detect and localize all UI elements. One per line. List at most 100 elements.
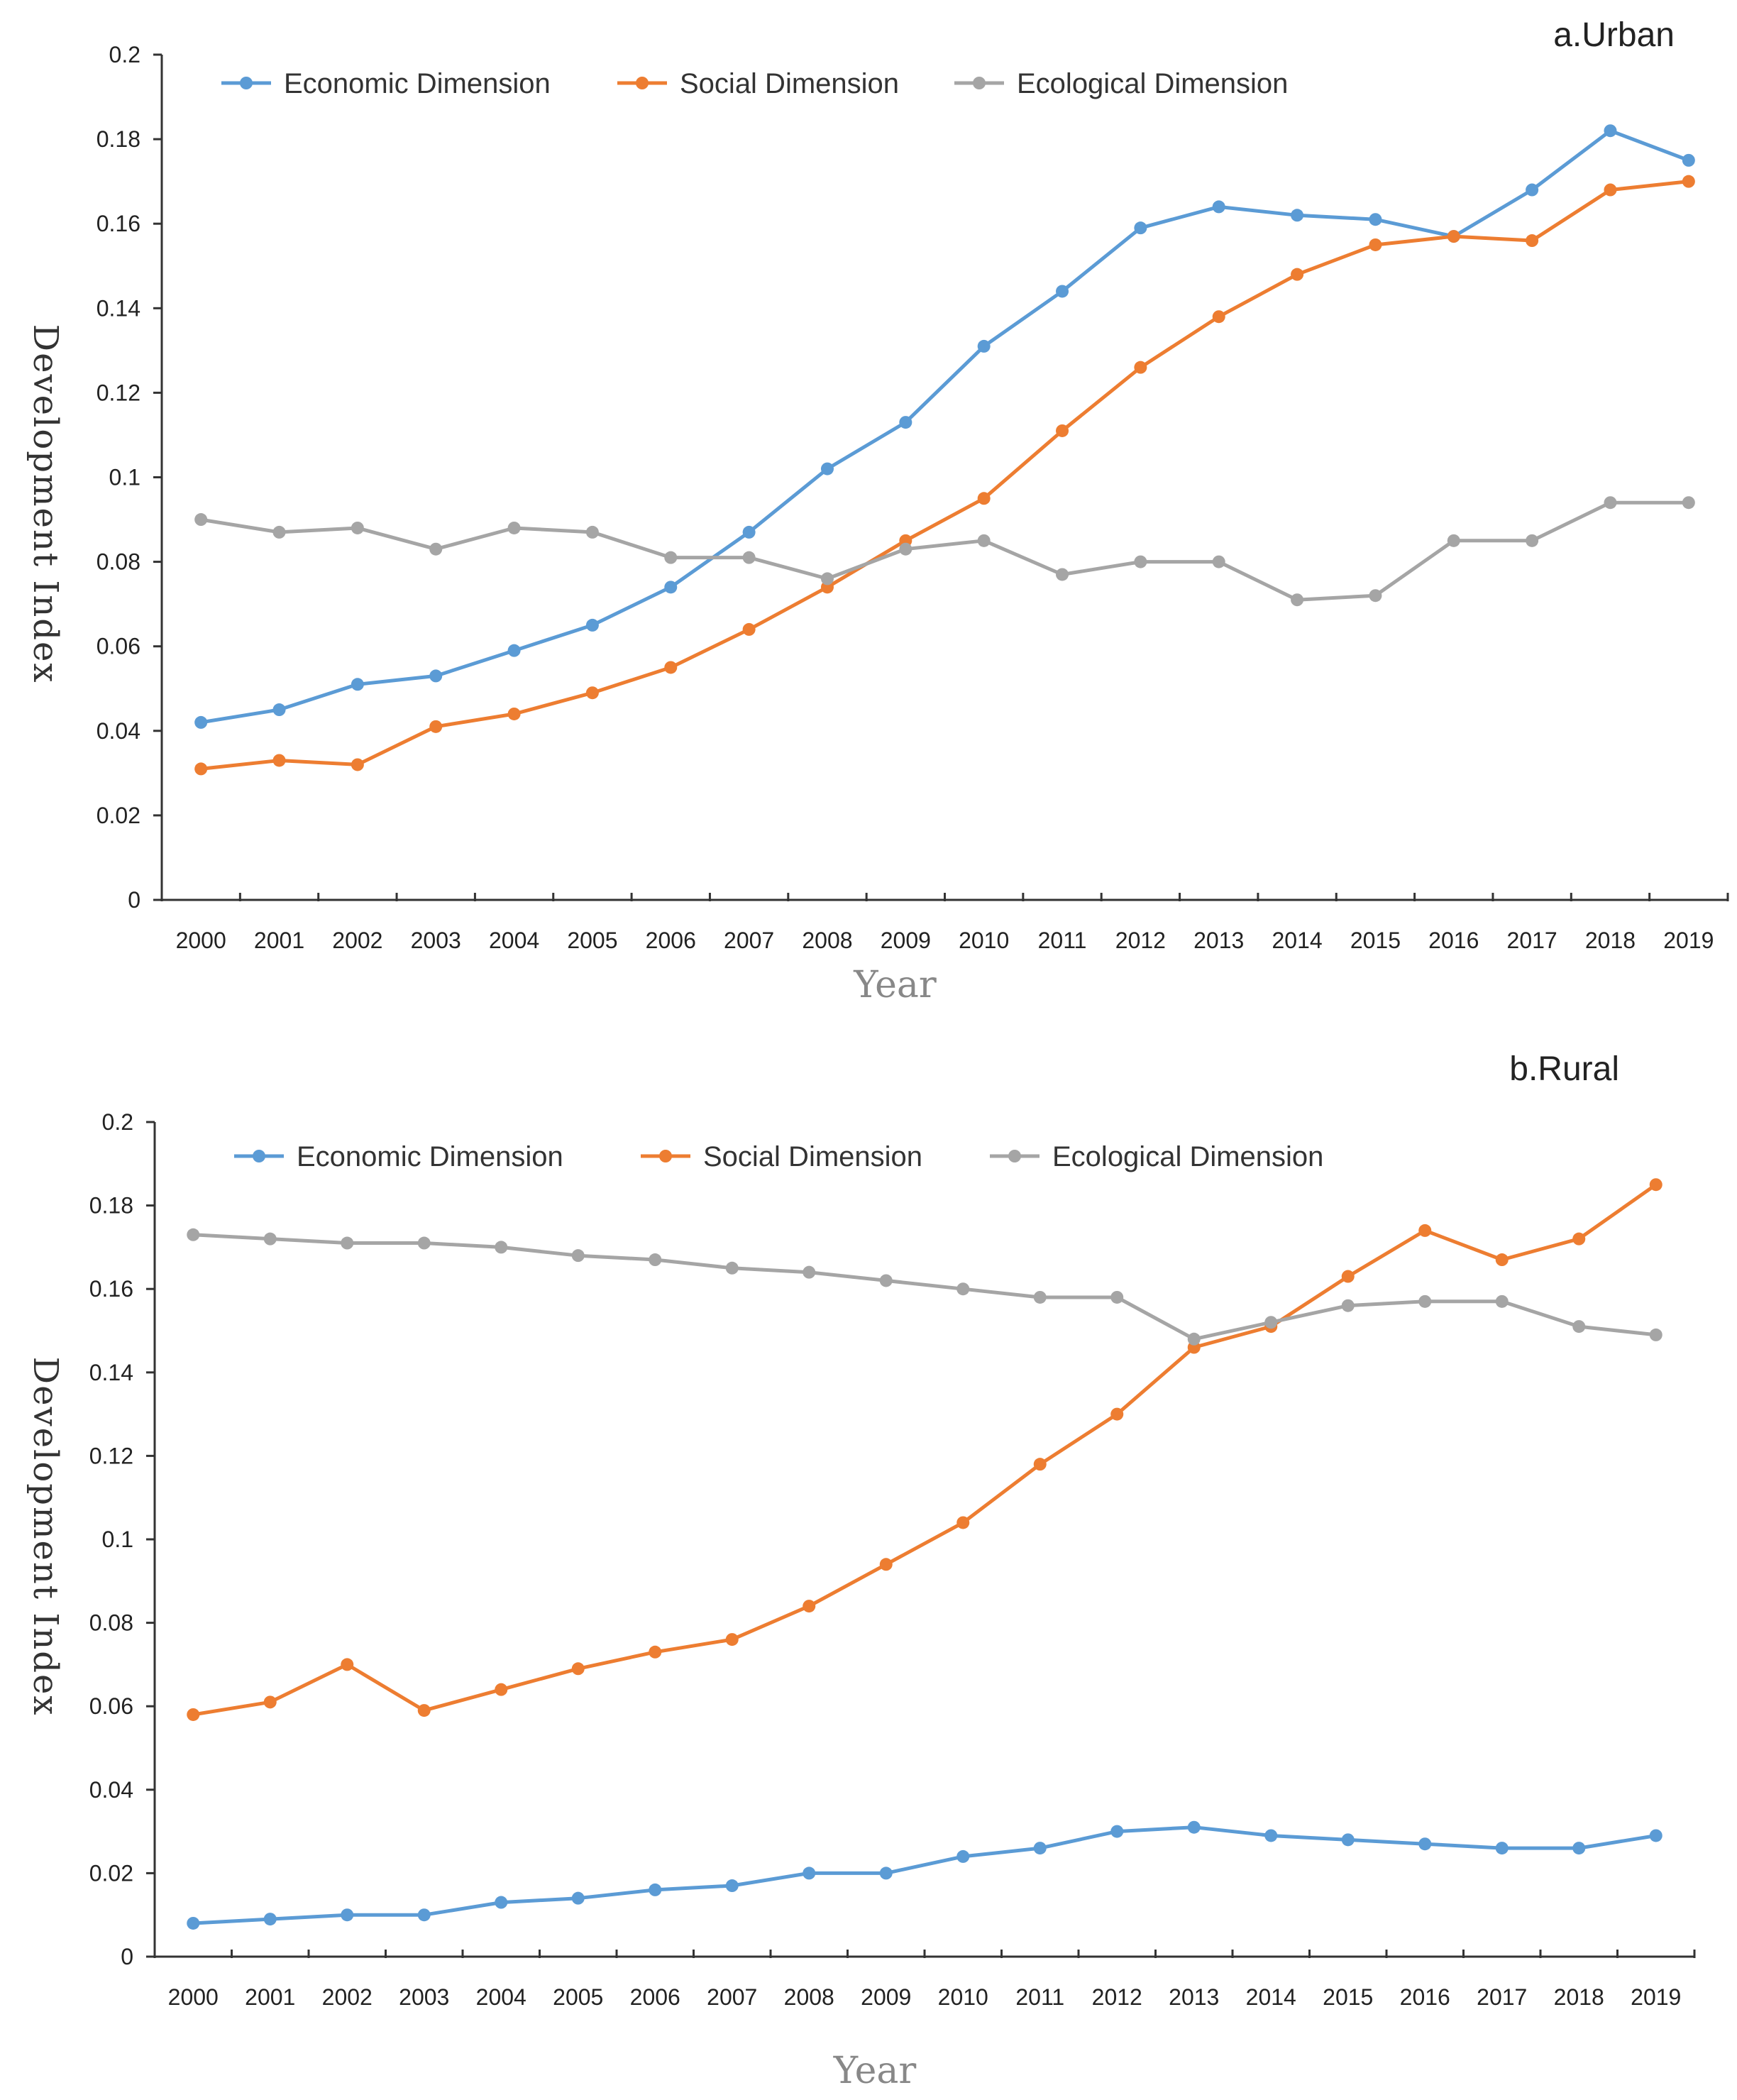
x-tick-label: 2016 <box>1428 928 1479 953</box>
data-point <box>956 1849 970 1863</box>
series-line-ecological-dimension <box>200 500 1689 602</box>
data-point <box>1649 1178 1662 1192</box>
data-point <box>1056 424 1069 437</box>
data-point <box>1134 555 1147 568</box>
data-point <box>899 542 912 556</box>
data-point <box>820 462 834 475</box>
legend-marker <box>240 77 253 89</box>
x-tick-label: 2013 <box>1169 1984 1219 2010</box>
x-axis-label: Year <box>853 964 937 1006</box>
x-tick-label: 2005 <box>553 1984 603 2010</box>
y-tick-label: 0.04 <box>96 718 140 744</box>
data-point <box>742 525 756 539</box>
legend-marker <box>253 1150 265 1162</box>
x-tick-label: 2008 <box>784 1984 834 2010</box>
data-point <box>956 1516 970 1529</box>
x-tick-label: 2013 <box>1193 928 1244 953</box>
data-point <box>417 1908 431 1922</box>
y-tick-label: 0.06 <box>89 1693 133 1719</box>
data-point <box>649 1883 662 1896</box>
data-point <box>1526 183 1539 197</box>
data-point <box>571 1891 585 1905</box>
series-line-social-dimension <box>200 180 1689 771</box>
data-point <box>1369 213 1382 226</box>
data-point <box>272 754 286 767</box>
chart-panel-urban: 0 0.02 0.04 0.06 0.08 0.1 0.12 0.14 0.16 0.18 0.2 2… <box>26 16 1729 1006</box>
data-point <box>1495 1253 1509 1267</box>
data-point <box>495 1683 508 1696</box>
x-tick-label: 2015 <box>1323 1984 1373 2010</box>
data-point <box>1212 555 1225 568</box>
x-tick-label: 2014 <box>1272 928 1322 953</box>
data-point <box>1495 1294 1509 1308</box>
y-tick-label: 0.2 <box>109 42 140 67</box>
data-point <box>495 1241 508 1254</box>
legend-marker <box>636 77 649 89</box>
data-point <box>351 758 364 771</box>
x-tick-label: 2003 <box>399 1984 449 2010</box>
data-point <box>1033 1458 1047 1471</box>
series-line-economic-dimension <box>193 1825 1657 1925</box>
legend-marker <box>973 77 986 89</box>
x-tick-label: 2005 <box>567 928 617 953</box>
data-point <box>1649 1328 1662 1341</box>
data-point <box>1495 1842 1509 1855</box>
data-point <box>263 1695 277 1709</box>
data-point <box>899 416 912 429</box>
data-point <box>1604 496 1617 510</box>
data-point <box>1187 1820 1201 1834</box>
data-point <box>1526 234 1539 248</box>
data-point <box>956 1282 970 1296</box>
y-tick-label: 0.1 <box>109 465 140 490</box>
data-point <box>879 1867 893 1880</box>
y-tick-label: 0.18 <box>96 126 140 152</box>
data-point <box>417 1236 431 1250</box>
x-tick-label: 2009 <box>881 928 931 953</box>
x-tick-label: 2017 <box>1477 1984 1527 2010</box>
data-point <box>664 551 678 564</box>
x-tick-label: 2003 <box>411 928 461 953</box>
series-line-economic-dimension <box>200 128 1689 725</box>
x-tick-label: 2010 <box>959 928 1009 953</box>
data-point <box>417 1704 431 1717</box>
data-point <box>429 669 443 683</box>
y-tick-label: 0.02 <box>89 1860 133 1886</box>
data-point <box>1187 1332 1201 1346</box>
x-tick-label: 2018 <box>1585 928 1636 953</box>
data-point <box>585 686 599 700</box>
y-tick-label: 0.14 <box>96 295 140 321</box>
data-point <box>507 521 521 534</box>
chart-title: b.Rural <box>1509 1050 1619 1088</box>
data-point <box>341 1236 354 1250</box>
data-point <box>649 1645 662 1659</box>
data-point <box>429 542 443 556</box>
data-point <box>187 1708 200 1721</box>
x-tick-label: 2006 <box>646 928 696 953</box>
x-tick-label: 2011 <box>1015 1984 1064 2010</box>
y-tick-label: 0.06 <box>96 634 140 659</box>
x-tick-label: 2007 <box>724 928 774 953</box>
legend-label: Economic Dimension <box>284 68 551 99</box>
data-point <box>1682 175 1695 188</box>
data-point <box>725 1261 739 1275</box>
data-point <box>1572 1320 1586 1334</box>
data-point <box>272 703 286 717</box>
data-point <box>1526 534 1539 547</box>
x-tick-label: 2001 <box>254 928 304 953</box>
data-point <box>1604 183 1617 197</box>
data-point <box>879 1274 893 1287</box>
data-point <box>1033 1842 1047 1855</box>
data-point <box>803 1600 816 1613</box>
y-tick-label: 0.2 <box>102 1109 133 1135</box>
y-tick-label: 0.12 <box>89 1443 133 1468</box>
data-point <box>1682 496 1695 510</box>
x-axis-label: Year <box>833 2050 917 2092</box>
data-point <box>977 492 991 505</box>
y-axis-label: Development Index <box>26 1357 65 1717</box>
data-point <box>742 551 756 564</box>
x-tick-label: 2002 <box>322 1984 373 2010</box>
data-point <box>1110 1825 1124 1838</box>
data-point <box>803 1265 816 1279</box>
x-tick-label: 2011 <box>1038 928 1087 953</box>
